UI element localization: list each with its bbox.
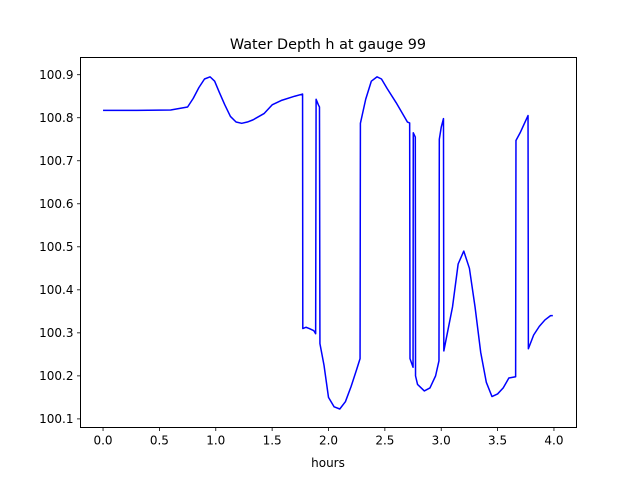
series-line-1 — [103, 76, 553, 410]
x-axis-title: hours — [311, 456, 345, 470]
plot-area — [103, 76, 553, 410]
y-tick-label: 100.1 — [39, 412, 73, 426]
x-axis: 0.0 0.5 1.0 1.5 2.0 2.5 3.0 3.5 4.0 — [93, 427, 564, 448]
y-tick-label: 100.6 — [39, 197, 73, 211]
x-tick-label: 0.0 — [93, 434, 112, 448]
x-tick-label: 3.5 — [488, 434, 507, 448]
y-tick-label: 100.3 — [39, 326, 73, 340]
y-tick-label: 100.4 — [39, 283, 73, 297]
y-tick-label: 100.8 — [39, 111, 73, 125]
y-tick-label: 100.2 — [39, 369, 73, 383]
y-axis: 100.1 100.2 100.3 100.4 100.5 100.6 100.7 100.8… — [39, 68, 81, 426]
x-tick-label: 0.5 — [150, 434, 169, 448]
x-tick-label: 3.0 — [432, 434, 451, 448]
x-tick-label: 4.0 — [544, 434, 563, 448]
x-tick-label: 1.0 — [206, 434, 225, 448]
x-tick-label: 2.5 — [375, 434, 394, 448]
x-tick-label: 1.5 — [263, 434, 282, 448]
y-tick-label: 100.9 — [39, 68, 73, 82]
chart-title: Water Depth h at gauge 99 — [230, 37, 426, 53]
x-tick-label: 2.0 — [319, 434, 338, 448]
y-tick-label: 100.7 — [39, 154, 73, 168]
axes-frame — [80, 57, 577, 428]
y-tick-label: 100.5 — [39, 240, 73, 254]
